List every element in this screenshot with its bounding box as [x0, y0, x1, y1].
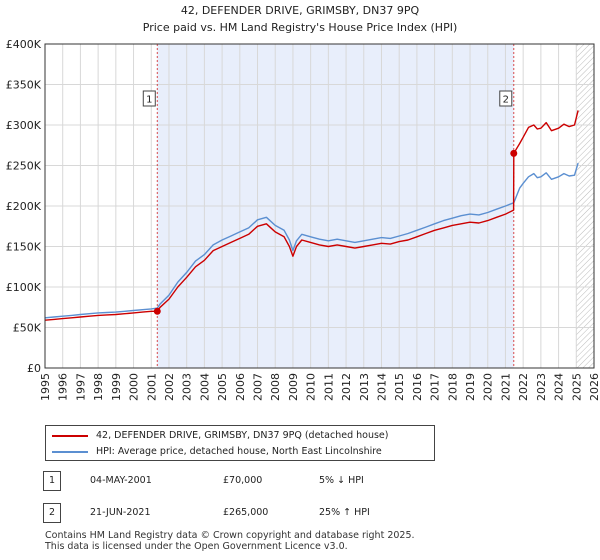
- x-tick-label: 2016: [411, 373, 424, 401]
- sale-point: [153, 307, 161, 315]
- x-tick-label: 2003: [181, 373, 194, 401]
- legend-item-property: 42, DEFENDER DRIVE, GRIMSBY, DN37 9PQ (d…: [52, 428, 388, 444]
- series-line: [44, 110, 579, 321]
- x-tick-label: 2018: [446, 373, 459, 401]
- x-tick-label: 2023: [535, 373, 548, 401]
- x-tick-label: 2004: [198, 373, 211, 401]
- x-tick-label: 2022: [517, 373, 530, 401]
- x-tick-label: 2026: [588, 373, 600, 401]
- x-tick-label: 1997: [74, 373, 87, 401]
- x-tick-label: 2021: [499, 373, 512, 401]
- y-tick-label: £100K: [6, 281, 42, 294]
- y-tick-label: £300K: [6, 119, 42, 132]
- chart-title: 42, DEFENDER DRIVE, GRIMSBY, DN37 9PQ: [181, 4, 420, 17]
- y-tick-label: £0: [27, 362, 41, 375]
- x-tick-label: 2015: [393, 373, 406, 401]
- x-tick-label: 2000: [128, 373, 141, 401]
- footer-line-2: This data is licensed under the Open Gov…: [45, 541, 348, 552]
- x-tick-label: 1999: [110, 373, 123, 401]
- plot-frame: [44, 43, 595, 369]
- x-tick-label: 2010: [305, 373, 318, 401]
- sale-date: 21-JUN-2021: [90, 507, 151, 518]
- annotation-label: 2: [503, 95, 509, 106]
- annotation-box: [142, 90, 156, 107]
- x-tick-label: 2019: [464, 373, 477, 401]
- sale-point: [510, 149, 518, 157]
- x-tick-label: 2006: [234, 373, 247, 401]
- footer-attribution: Contains HM Land Registry data © Crown c…: [45, 530, 415, 552]
- x-tick-label: 1996: [57, 373, 70, 401]
- x-tick-label: 2012: [340, 373, 353, 401]
- x-tick-label: 1998: [92, 373, 105, 401]
- sale-price: £70,000: [223, 475, 263, 486]
- series-line: [44, 162, 579, 319]
- x-tick-label: 2008: [269, 373, 282, 401]
- x-tick-label: 2005: [216, 373, 229, 401]
- x-tick-label: 2025: [570, 373, 583, 401]
- sale-date: 04-MAY-2001: [90, 475, 152, 486]
- sale-row-1: 1 04-MAY-2001 £70,000 5% ↓ HPI: [43, 471, 443, 491]
- y-tick-label: £50K: [13, 322, 42, 335]
- y-tick-label: £400K: [6, 38, 42, 51]
- sale-row-2: 2 21-JUN-2021 £265,000 25% ↑ HPI: [43, 503, 443, 523]
- x-tick-label: 2017: [429, 373, 442, 401]
- legend-item-hpi: HPI: Average price, detached house, Nort…: [52, 444, 382, 460]
- price-chart: 42, DEFENDER DRIVE, GRIMSBY, DN37 9PQ Pr…: [6, 4, 600, 401]
- x-tick-label: 2014: [375, 373, 388, 401]
- legend-label-property: 42, DEFENDER DRIVE, GRIMSBY, DN37 9PQ (d…: [96, 430, 389, 441]
- y-tick-label: £250K: [6, 160, 42, 173]
- x-tick-label: 2001: [145, 373, 158, 401]
- sale-hpi-diff: 25% ↑ HPI: [319, 507, 370, 518]
- footer-line-1: Contains HM Land Registry data © Crown c…: [45, 530, 415, 541]
- legend: 42, DEFENDER DRIVE, GRIMSBY, DN37 9PQ (d…: [45, 425, 435, 461]
- y-tick-label: £150K: [6, 241, 42, 254]
- annotation-label: 1: [146, 95, 152, 106]
- chart-subtitle: Price paid vs. HM Land Registry's House …: [143, 21, 458, 34]
- x-tick-label: 2013: [358, 373, 371, 401]
- x-tick-label: 1995: [39, 373, 52, 401]
- legend-swatch-hpi: [52, 450, 88, 453]
- annotation-box: [499, 90, 513, 107]
- x-tick-label: 2020: [482, 373, 495, 401]
- y-tick-label: £350K: [6, 79, 42, 92]
- x-tick-label: 2007: [252, 373, 265, 401]
- y-tick-label: £200K: [6, 200, 42, 213]
- sale-hpi-diff: 5% ↓ HPI: [319, 475, 364, 486]
- sale-number: 2: [43, 503, 61, 523]
- legend-swatch-property: [52, 434, 88, 437]
- x-tick-label: 2024: [553, 373, 566, 401]
- x-tick-label: 2009: [287, 373, 300, 401]
- sale-price: £265,000: [223, 507, 269, 518]
- sale-number: 1: [43, 471, 61, 491]
- x-tick-label: 2011: [322, 373, 335, 401]
- legend-label-hpi: HPI: Average price, detached house, Nort…: [96, 446, 382, 457]
- x-tick-label: 2002: [163, 373, 176, 401]
